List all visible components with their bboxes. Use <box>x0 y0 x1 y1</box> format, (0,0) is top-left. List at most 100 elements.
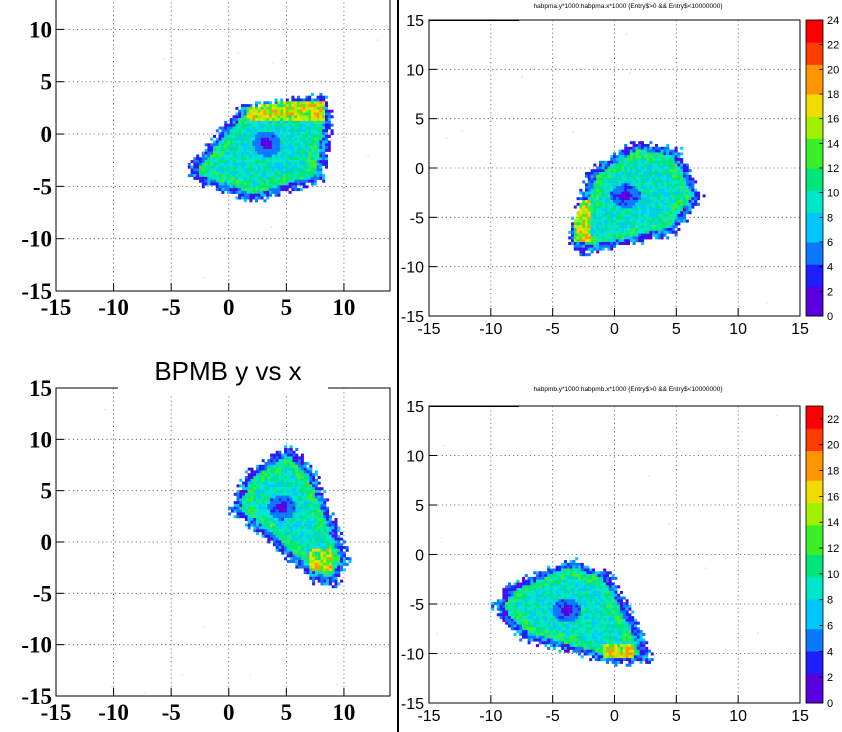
heatmap-cell <box>285 115 289 119</box>
heatmap-cell <box>615 180 619 184</box>
heatmap-cell <box>298 498 302 502</box>
heatmap-cell <box>295 453 299 457</box>
heatmap-cell <box>314 504 318 507</box>
heatmap-cell <box>247 501 251 505</box>
heatmap-cell <box>308 109 312 113</box>
heatmap-cell <box>550 618 553 622</box>
heatmap-cell <box>255 190 258 194</box>
heatmap-cell <box>652 174 656 178</box>
heatmap-cell <box>274 182 278 186</box>
heatmap-cell <box>311 112 314 116</box>
heatmap-cell <box>331 523 335 527</box>
heatmap-cell <box>308 115 312 119</box>
heatmap-cell <box>505 585 509 589</box>
heatmap-cell <box>669 177 672 181</box>
heatmap-cell <box>266 174 270 178</box>
heatmap-cell <box>579 188 583 192</box>
heatmap-cell <box>599 244 602 248</box>
heatmap-cell <box>622 604 626 608</box>
heatmap-cell <box>257 151 261 155</box>
heatmap-cell <box>253 495 257 499</box>
heatmap-cell <box>524 588 528 592</box>
heatmap-cell <box>566 602 570 606</box>
heatmap-cell <box>585 194 588 198</box>
heatmap-cell <box>596 225 600 229</box>
heatmap-cell <box>592 596 595 600</box>
heatmap-cell <box>266 168 270 172</box>
heatmap-cell <box>300 467 304 471</box>
heatmap-cell <box>652 216 656 220</box>
heatmap-cell <box>552 579 556 583</box>
heatmap-cell <box>618 158 622 161</box>
heatmap-cell <box>624 211 628 215</box>
heatmap-cell <box>241 196 244 200</box>
heatmap-cell <box>224 129 228 133</box>
heatmap-cell <box>267 495 271 499</box>
heatmap-cell <box>613 208 616 212</box>
heatmap-cell <box>326 554 330 558</box>
heatmap-cell <box>260 120 264 124</box>
heatmap-cell <box>227 157 230 161</box>
heatmap-cell <box>592 574 595 578</box>
heatmap-cell <box>235 126 239 130</box>
heatmap-cell <box>561 624 565 628</box>
heatmap-cell <box>499 604 503 608</box>
heatmap-cell <box>513 602 517 606</box>
heatmap-cell <box>295 526 299 530</box>
y-tick-label: 10 <box>29 427 52 452</box>
heatmap-cell <box>314 568 318 572</box>
heatmap-cell <box>232 120 236 124</box>
heatmap-cell <box>646 233 650 237</box>
heatmap-cell <box>594 593 598 597</box>
heatmap-cell <box>260 115 264 119</box>
heatmap-cell <box>278 515 282 519</box>
heatmap-cell <box>285 151 289 155</box>
heatmap-cell <box>277 118 281 122</box>
heatmap-cell <box>601 233 605 237</box>
heatmap-cell <box>337 551 341 555</box>
heatmap-cell <box>589 568 593 572</box>
heatmap-cell <box>210 165 214 169</box>
heatmap-cell <box>247 504 251 507</box>
heatmap-cell <box>292 450 296 454</box>
heatmap-cell <box>316 132 320 136</box>
heatmap-cell <box>589 621 593 625</box>
heatmap-cell <box>309 568 313 572</box>
heatmap-cell <box>250 478 254 482</box>
heatmap-cell <box>632 219 636 223</box>
heatmap-cell <box>306 551 310 555</box>
heatmap-cell <box>249 123 253 127</box>
heatmap-cell <box>578 616 581 620</box>
heatmap-cell <box>224 185 228 189</box>
heatmap-cell <box>600 621 604 625</box>
heatmap-cell <box>582 216 586 220</box>
heatmap-cell <box>275 484 279 488</box>
heatmap-cell <box>649 200 653 203</box>
heatmap-cell <box>597 571 601 575</box>
heatmap-cell <box>243 179 247 183</box>
heatmap-cell <box>314 551 318 555</box>
heatmap-cell <box>300 548 304 552</box>
heatmap-cell <box>306 501 310 505</box>
heatmap-cell <box>319 132 323 136</box>
heatmap-cell <box>573 228 577 231</box>
heatmap-cell <box>323 523 327 527</box>
heatmap-cell <box>308 176 312 180</box>
heatmap-cell <box>258 518 262 521</box>
heatmap-cell <box>592 590 595 594</box>
heatmap-cell <box>235 154 239 158</box>
heatmap-cell <box>544 596 548 600</box>
heatmap-cell <box>613 214 616 217</box>
heatmap-cell <box>632 169 636 173</box>
heatmap-cell <box>652 200 656 203</box>
heatmap-cell <box>510 596 514 600</box>
heatmap-cell <box>241 193 244 197</box>
heatmap-cell <box>641 211 644 215</box>
heatmap-cell <box>284 506 288 510</box>
heatmap-cell <box>319 126 323 130</box>
heatmap-cell <box>580 562 584 566</box>
heatmap-cell <box>635 197 639 201</box>
heatmap-cell <box>325 154 328 158</box>
heatmap-cell <box>622 624 626 628</box>
heatmap-cell <box>232 165 236 169</box>
